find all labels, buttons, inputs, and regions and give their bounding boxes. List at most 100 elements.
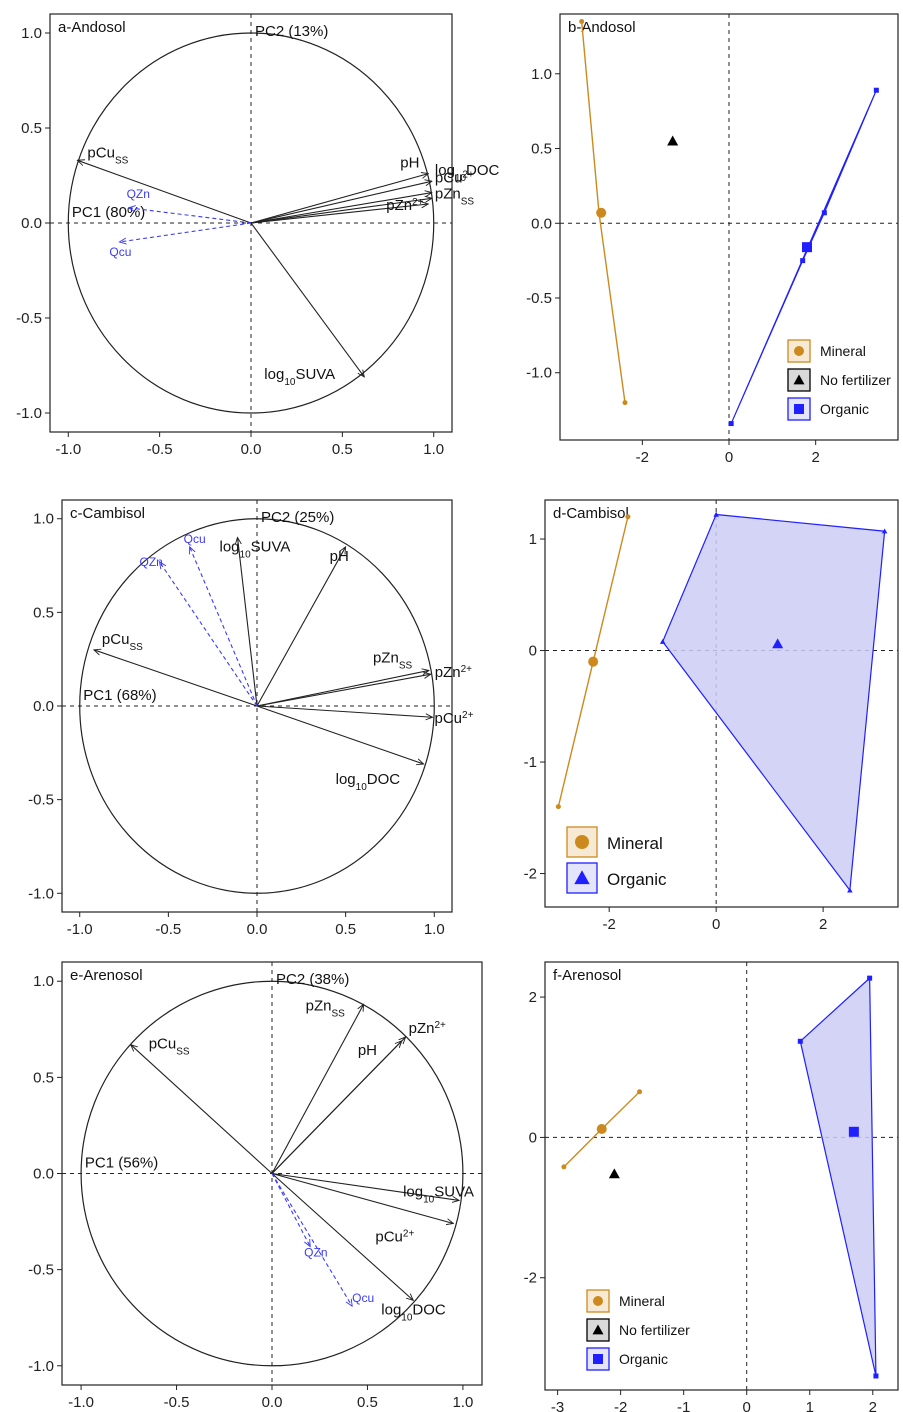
pc2-label: PC2 (38%) xyxy=(276,971,349,988)
variable-label: pCu2+ xyxy=(375,1228,414,1246)
y-tick-label: 0.0 xyxy=(21,215,42,232)
pc1-label: PC1 (68%) xyxy=(83,687,156,704)
y-tick-label: -1.0 xyxy=(526,365,552,382)
loading-arrow xyxy=(250,174,428,224)
y-tick-label: -2 xyxy=(524,866,537,883)
loading-arrow xyxy=(256,705,433,717)
legend-marker xyxy=(794,404,804,414)
supplementary-arrow xyxy=(119,222,252,242)
panel-c-Cambisol: -1.0 -0.5 0.0 0.5 1.0 1.0 0.5 0.0 -0.5 -1.0 c-Camb… xyxy=(28,499,474,938)
group-no-fertilizer xyxy=(608,1168,620,1179)
legend-label: Mineral xyxy=(619,1293,665,1309)
group-centroid xyxy=(772,638,784,649)
x-tick-label: 1.0 xyxy=(423,441,444,458)
y-tick-label: -1 xyxy=(524,754,537,771)
loading-arrow xyxy=(271,1041,402,1174)
loading-arrow xyxy=(131,1045,273,1174)
y-tick-label: -1.0 xyxy=(16,405,42,422)
legend-label: No fertilizer xyxy=(619,1322,690,1338)
x-tick-label: 0.5 xyxy=(357,1394,378,1411)
individual-point xyxy=(797,1038,803,1044)
loading-arrow xyxy=(250,222,364,377)
supplementary-arrow xyxy=(271,1173,310,1247)
legend-label: Organic xyxy=(820,401,869,417)
pc1-label: PC1 (56%) xyxy=(85,1155,158,1172)
panel-label: c-Cambisol xyxy=(70,505,145,522)
x-tick-label: -1.0 xyxy=(68,1394,94,1411)
legend-label: Mineral xyxy=(607,834,663,853)
x-tick-label: 0 xyxy=(712,916,720,933)
panel-label: a-Andosol xyxy=(58,19,126,36)
x-tick-label: 1 xyxy=(806,1399,814,1412)
loading-arrow xyxy=(271,1172,459,1201)
variable-label: pCuSS xyxy=(87,144,128,166)
panel-label: e-Arenosol xyxy=(70,967,143,984)
y-tick-label: 1.0 xyxy=(33,511,54,528)
legend-marker xyxy=(593,1354,603,1364)
individual-point xyxy=(622,400,628,406)
x-tick-label: 0 xyxy=(743,1399,751,1412)
variable-label: pZn2+ xyxy=(435,664,472,682)
group-organic xyxy=(659,511,888,893)
x-tick-label: 0.0 xyxy=(247,921,268,938)
x-tick-label: -0.5 xyxy=(164,1394,190,1411)
loading-arrow xyxy=(256,674,431,707)
loading-arrow xyxy=(250,193,432,224)
y-tick-label: 1.0 xyxy=(21,25,42,42)
x-tick-label: 0.0 xyxy=(241,441,262,458)
group-no-fertilizer xyxy=(667,135,679,146)
group-centroid xyxy=(596,1123,607,1134)
x-tick-label: 1.0 xyxy=(424,921,445,938)
variable-label: pH xyxy=(358,1042,377,1059)
y-tick-label: 0.5 xyxy=(33,1069,54,1086)
legend-marker xyxy=(593,1296,603,1306)
legend: Mineral Organic xyxy=(566,826,667,894)
y-tick-label: 2 xyxy=(529,989,537,1006)
y-tick-label: -1.0 xyxy=(28,1358,54,1375)
panel-f-Arenosol: -3 -2 -1 0 1 2 2 0 -2 f-Arenosol Mineral No fertili… xyxy=(524,961,899,1412)
x-tick-label: -1 xyxy=(677,1399,690,1412)
x-tick-label: -1.0 xyxy=(67,921,93,938)
y-tick-label: -0.5 xyxy=(28,792,54,809)
plot-frame xyxy=(544,499,899,908)
variable-label: pZn2+ xyxy=(386,197,423,215)
supplementary-arrow xyxy=(160,562,258,707)
variable-label: pCuSS xyxy=(149,1036,190,1058)
panel-d-Cambisol: -2 0 2 1 0 -1 -2 d-Cambisol Mineral Organic xyxy=(524,499,899,933)
panel-a-Andosol: -1.0 -0.5 0.0 0.5 1.0 1.0 0.5 0.0 -0.5 -1.0 a-Ando… xyxy=(16,13,500,458)
x-tick-label: 2 xyxy=(819,916,827,933)
legend-marker xyxy=(592,1324,604,1335)
x-tick-label: 0.0 xyxy=(262,1394,283,1411)
supplementary-label: Qcu xyxy=(109,245,131,259)
pc2-label: PC2 (13%) xyxy=(255,23,328,40)
group-hull xyxy=(799,976,877,1377)
panel-e-Arenosol: -1.0 -0.5 0.0 0.5 1.0 1.0 0.5 0.0 -0.5 -1.0 e-Aren… xyxy=(28,961,483,1411)
legend-marker xyxy=(794,346,804,356)
legend-marker xyxy=(793,374,805,385)
individual-point xyxy=(579,18,585,24)
loading-arrow xyxy=(250,181,432,224)
supplementary-arrow xyxy=(190,547,258,707)
group-mineral xyxy=(561,1089,643,1170)
variable-label: pCuSS xyxy=(102,631,143,653)
individual-point xyxy=(881,528,888,534)
x-tick-label: 0 xyxy=(725,449,733,466)
pc1-label: PC1 (80%) xyxy=(72,204,145,221)
loading-arrow xyxy=(77,160,252,224)
loading-arrow xyxy=(271,1172,453,1224)
variable-label: pZnSS xyxy=(435,185,475,207)
y-tick-label: -0.5 xyxy=(28,1262,54,1279)
individual-point xyxy=(728,421,734,427)
x-tick-label: -2 xyxy=(636,449,649,466)
group-organic xyxy=(797,975,879,1379)
group-hull xyxy=(661,513,886,892)
legend-label: Mineral xyxy=(820,343,866,359)
supplementary-label: QZn xyxy=(304,1246,327,1260)
loading-arrow xyxy=(250,204,428,224)
group-mineral xyxy=(555,514,631,810)
variable-label: log10SUVA xyxy=(403,1183,474,1205)
individual-point xyxy=(625,514,631,520)
y-tick-label: 0 xyxy=(529,1129,537,1146)
variable-label: log10DOC xyxy=(381,1301,446,1323)
